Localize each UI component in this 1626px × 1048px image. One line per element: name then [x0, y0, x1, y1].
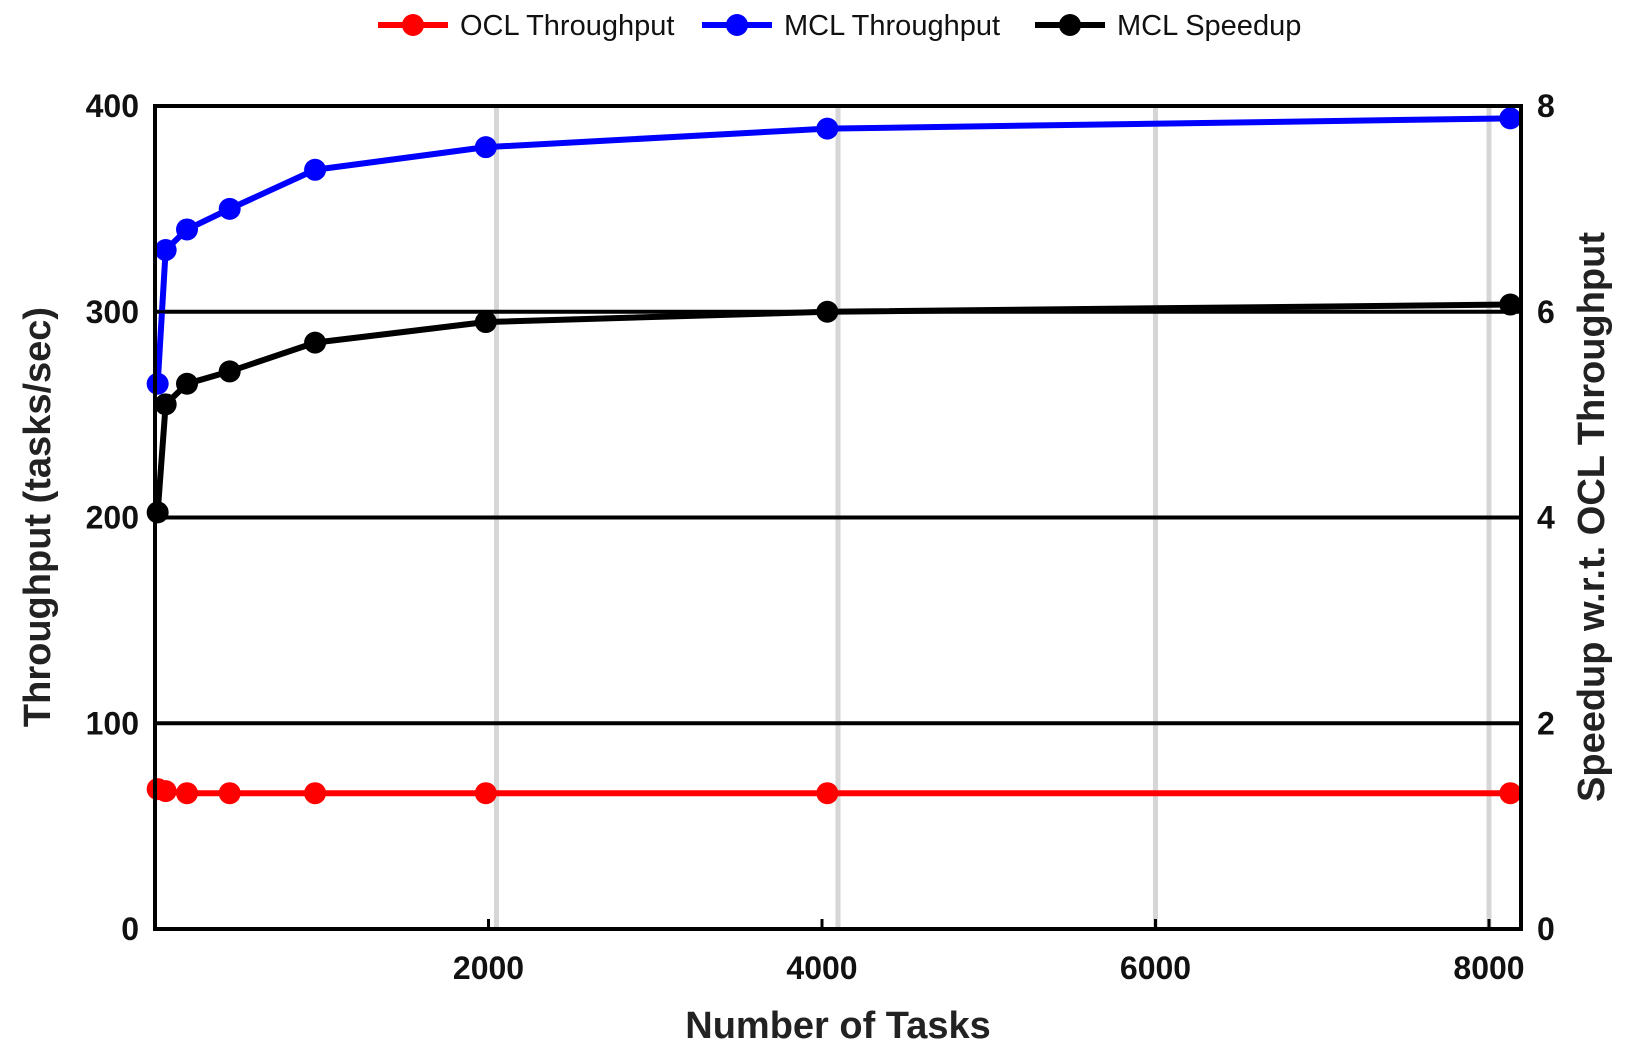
data-point-1 [146, 372, 169, 395]
data-point-1 [154, 239, 177, 262]
left-axis-title: Throughput (tasks/sec) [17, 307, 59, 727]
data-point-2 [1499, 293, 1522, 316]
left-tick-label: 200 [86, 500, 139, 536]
left-tick-label: 100 [86, 705, 139, 741]
right-tick-label: 6 [1537, 294, 1555, 330]
data-point-2 [176, 372, 199, 395]
legend-swatch-marker-2 [1059, 14, 1081, 36]
legend-swatch-marker-0 [402, 14, 424, 36]
right-axis-title: Speedup w.r.t. OCL Throughput [1571, 232, 1613, 802]
right-tick-label: 0 [1537, 911, 1555, 947]
right-tick-label: 4 [1537, 500, 1555, 536]
data-point-0 [218, 782, 241, 805]
legend-swatch-marker-1 [726, 14, 748, 36]
legend-label-0: OCL Throughput [460, 10, 674, 42]
data-point-1 [176, 218, 199, 241]
data-point-1 [816, 117, 839, 140]
data-point-2 [474, 311, 497, 334]
left-tick-label: 300 [86, 294, 139, 330]
x-tick-label: 2000 [453, 950, 524, 986]
left-tick-label: 0 [121, 911, 139, 947]
series-line-1 [154, 115, 1511, 384]
grid [155, 106, 1521, 929]
legend-label-1: MCL Throughput [784, 10, 1000, 42]
x-tick-label: 6000 [1120, 950, 1191, 986]
x-tick-label: 8000 [1453, 950, 1524, 986]
data-point-0 [304, 782, 327, 805]
series-layer [146, 107, 1522, 805]
data-point-2 [304, 331, 327, 354]
x-axis-title: Number of Tasks [685, 1005, 990, 1047]
data-point-2 [816, 300, 839, 323]
data-point-0 [154, 780, 177, 803]
data-point-0 [474, 782, 497, 805]
data-point-0 [1499, 782, 1522, 805]
right-tick-label: 8 [1537, 88, 1555, 124]
data-point-1 [218, 197, 241, 220]
data-point-1 [474, 136, 497, 159]
x-tick-label: 4000 [786, 950, 857, 986]
series-line-2 [154, 301, 1511, 513]
left-tick-label: 400 [86, 88, 139, 124]
data-point-2 [218, 360, 241, 383]
legend: OCL Throughput MCL Throughput MCL Speedup [378, 10, 1301, 42]
data-point-0 [176, 782, 199, 805]
data-point-2 [154, 393, 177, 416]
right-tick-label: 2 [1537, 705, 1555, 741]
data-point-1 [304, 158, 327, 181]
data-point-1 [1499, 107, 1522, 130]
data-point-0 [816, 782, 839, 805]
data-point-2 [146, 501, 169, 524]
legend-label-2: MCL Speedup [1117, 10, 1301, 42]
